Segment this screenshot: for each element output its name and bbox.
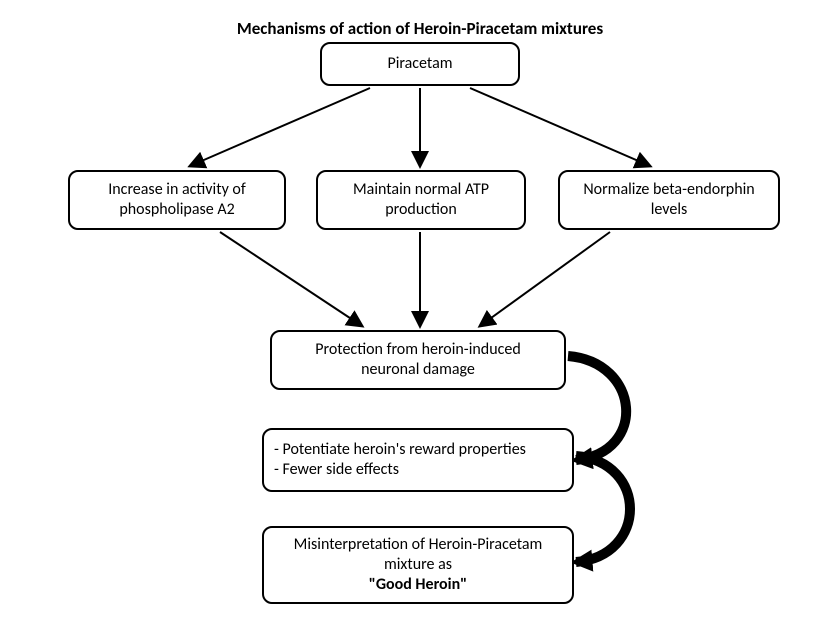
diagram-canvas: { "diagram": { "type": "flowchart", "tit… <box>0 0 840 642</box>
node-protection: Protection from heroin-induced neuronal … <box>270 330 566 390</box>
node-label-line: mixture as <box>384 555 452 575</box>
edge-arrow <box>190 88 370 166</box>
node-label: Piracetam <box>387 54 452 74</box>
node-piracetam: Piracetam <box>320 42 520 86</box>
node-effects: - Potentiate heroin's reward properties … <box>262 428 574 492</box>
node-label-line: Normalize beta-endorphin <box>583 180 754 200</box>
curved-edge-arrow <box>576 456 630 562</box>
node-label-line: Misinterpretation of Heroin-Piracetam <box>294 535 543 555</box>
node-label-line: - Potentiate heroin's reward properties <box>274 440 526 460</box>
edge-arrow <box>220 232 362 326</box>
node-label-line: "Good Heroin" <box>369 575 467 595</box>
node-beta-endorphin: Normalize beta-endorphin levels <box>558 170 780 230</box>
edge-arrow <box>480 232 610 326</box>
curved-edge-arrow <box>568 356 626 460</box>
node-phospholipase: Increase in activity of phospholipase A2 <box>68 170 286 230</box>
node-label-line: Increase in activity of <box>108 180 246 200</box>
node-label-line: phospholipase A2 <box>119 200 234 220</box>
node-label-line: production <box>385 200 457 220</box>
node-label-line: - Fewer side effects <box>274 460 399 480</box>
node-label-line: Protection from heroin-induced <box>315 340 520 360</box>
edge-arrow <box>470 88 650 166</box>
node-good-heroin: Misinterpretation of Heroin-Piracetam mi… <box>262 526 574 604</box>
node-label-line: Maintain normal ATP <box>353 180 489 200</box>
diagram-title: Mechanisms of action of Heroin-Piracetam… <box>0 18 840 39</box>
node-atp: Maintain normal ATP production <box>316 170 526 230</box>
node-label-line: neuronal damage <box>361 360 475 380</box>
node-label-line: levels <box>651 200 688 220</box>
